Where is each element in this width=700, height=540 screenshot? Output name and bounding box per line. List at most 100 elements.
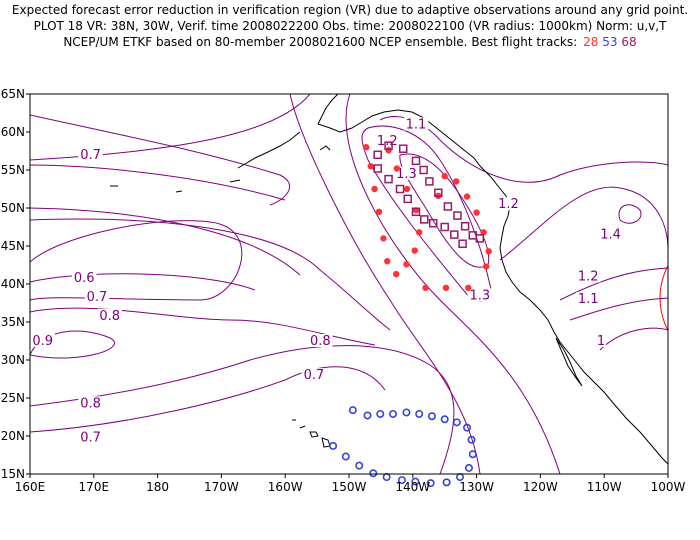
track-53-point: [442, 478, 451, 487]
track-28-point: [452, 178, 460, 185]
contour-label: 1.2: [498, 197, 519, 212]
track-28-point: [480, 229, 487, 236]
track-68-point: [398, 144, 408, 153]
track-68-point: [434, 188, 443, 198]
track-53-point: [402, 408, 411, 417]
track-68-point: [453, 211, 462, 220]
track-53-point: [369, 469, 378, 478]
contour-label-bg: [308, 334, 333, 347]
contour-line: [30, 114, 291, 206]
contour-line: [569, 297, 668, 321]
plot-title-line-1: Expected forecast error reduction in ver…: [11, 3, 689, 17]
hawaii-island: [321, 437, 331, 448]
track-28-point: [465, 284, 472, 291]
contour-line: [30, 366, 386, 433]
track-28-point: [415, 229, 423, 236]
contour-line: [599, 327, 668, 351]
y-tick-label: 60N: [1, 125, 25, 139]
contour-label: 0.7: [80, 431, 101, 446]
y-tick-label: 65N: [1, 87, 25, 101]
contour-label: 0.8: [310, 334, 331, 349]
contour-line: [30, 220, 243, 301]
contour-label: 1.2: [578, 269, 599, 284]
contour-label-bg: [576, 292, 601, 306]
verification-region: [659, 264, 668, 332]
track-53-point: [427, 412, 436, 421]
track-68-point: [411, 156, 421, 166]
x-tick-label: 170E: [79, 480, 110, 494]
track-68-point: [384, 141, 393, 150]
y-tick-label: 35N: [1, 315, 25, 329]
contour-line: [30, 218, 391, 331]
contour-label-bg: [30, 334, 56, 347]
contour-label-bg: [576, 269, 601, 283]
hawaii-island: [299, 425, 306, 429]
track-53-point: [355, 461, 364, 470]
track-28-point: [473, 209, 480, 216]
track-53: [329, 406, 477, 488]
track-53-point: [468, 450, 477, 459]
track-68-point: [419, 165, 428, 175]
plot-title-line-2: PLOT 18 VR: 38N, 30W, Verif. time 200802…: [33, 19, 667, 33]
contour-label: 1.4: [600, 228, 621, 243]
x-tick-label: 170W: [204, 480, 239, 494]
north-america-coast: [317, 94, 668, 465]
x-tick-label: 140W: [395, 480, 430, 494]
track-53-point: [440, 415, 449, 424]
contour-label: 0.7: [80, 148, 101, 163]
track-id-68: 68: [621, 35, 637, 49]
track-28-point: [411, 247, 418, 254]
track-68-point: [440, 222, 449, 232]
track-53-point: [389, 409, 398, 418]
baja-peninsula: [555, 337, 583, 387]
contour-label: 0.7: [304, 368, 325, 383]
x-tick-label: 110W: [587, 480, 622, 494]
y-tick-label: 15N: [1, 467, 25, 481]
x-tick-label: 120W: [523, 480, 558, 494]
track-68-point: [460, 221, 470, 231]
track-53-point: [341, 452, 350, 461]
coastline-layer: [110, 94, 668, 465]
track-68-point: [443, 202, 453, 211]
contour-line: [618, 204, 642, 224]
contour-line: [559, 267, 668, 301]
track-53-point: [363, 411, 372, 420]
track-28-point: [393, 270, 400, 278]
map-frame: [29, 93, 669, 475]
contour-label: 0.7: [87, 290, 108, 305]
contour-label-bg: [78, 396, 103, 410]
contour-label-bg: [301, 368, 327, 382]
aleutian-chain: [237, 131, 301, 169]
contour-label-bg: [84, 289, 110, 303]
axis-ticks: 160E 170E 180 170W 160W 150W 140W 130W 120W 110W 1…: [1, 87, 686, 494]
track-id-53: 53: [602, 35, 618, 49]
x-tick-label: 160E: [15, 480, 46, 494]
y-tick-label: 25N: [1, 391, 25, 405]
contour-label: 0.8: [99, 309, 120, 324]
contour-label-bg: [496, 197, 521, 211]
vr-circle: [659, 264, 668, 332]
y-tick-label: 55N: [1, 163, 25, 177]
track-68-point: [373, 150, 382, 160]
track-68-point: [384, 174, 393, 184]
track-28-point: [403, 185, 411, 193]
track-68-point: [458, 239, 467, 248]
x-tick-label: 100W: [651, 480, 686, 494]
contour-label-bg: [403, 117, 429, 131]
contour-label-bg: [596, 334, 606, 347]
island: [319, 145, 331, 151]
contour-label-bg: [78, 147, 103, 161]
y-tick-label: 45N: [1, 239, 25, 253]
hawaii-island: [309, 431, 319, 438]
contour-labels: 0.7 0.6 0.7 0.8 0.9 0.8 0.7 0.8 0.7 1.1 1.2 1.3 1.2 1…: [30, 117, 623, 446]
track-53-point: [348, 406, 357, 415]
contour-label-bg: [598, 227, 623, 241]
contour-line: [345, 94, 561, 474]
x-tick-label: 180: [146, 480, 169, 494]
track-28-point: [441, 172, 448, 180]
track-53-point: [463, 423, 472, 432]
track-28-point: [485, 248, 492, 255]
track-53-point: [376, 409, 385, 418]
track-53-point: [464, 463, 473, 472]
